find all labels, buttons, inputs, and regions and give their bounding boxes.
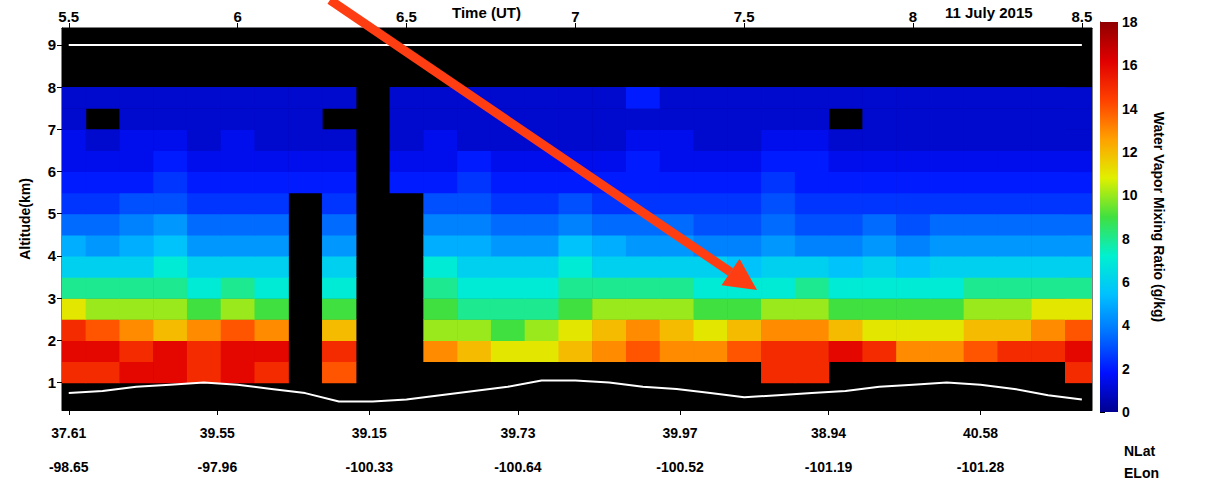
svg-text:ELon: ELon: [1124, 465, 1159, 481]
svg-text:8.5: 8.5: [1071, 8, 1092, 25]
svg-text:11 July 2015: 11 July 2015: [945, 4, 1033, 21]
svg-text:39.55: 39.55: [200, 425, 235, 441]
svg-text:-101.19: -101.19: [805, 459, 853, 475]
svg-text:7: 7: [571, 8, 579, 25]
svg-text:-100.33: -100.33: [346, 459, 394, 475]
svg-text:12: 12: [1122, 144, 1138, 160]
svg-text:0: 0: [1122, 404, 1130, 420]
svg-text:39.15: 39.15: [352, 425, 387, 441]
svg-text:18: 18: [1122, 14, 1138, 30]
svg-text:14: 14: [1122, 101, 1138, 117]
svg-text:4: 4: [48, 247, 57, 264]
svg-text:1: 1: [48, 374, 56, 391]
svg-text:2: 2: [48, 332, 56, 349]
svg-text:-100.52: -100.52: [656, 459, 704, 475]
svg-text:38.94: 38.94: [811, 425, 846, 441]
svg-text:10: 10: [1122, 187, 1138, 203]
svg-text:-101.28: -101.28: [957, 459, 1005, 475]
svg-text:Water Vapor Mixing Ratio (g/kg: Water Vapor Mixing Ratio (g/kg): [1151, 112, 1167, 322]
svg-text:Altitude(km): Altitude(km): [17, 178, 33, 260]
svg-text:5: 5: [48, 205, 56, 222]
svg-text:40.58: 40.58: [963, 425, 998, 441]
svg-text:8: 8: [909, 8, 917, 25]
svg-text:6: 6: [233, 8, 241, 25]
svg-text:16: 16: [1122, 57, 1138, 73]
svg-text:8: 8: [1122, 231, 1130, 247]
svg-text:-100.64: -100.64: [494, 459, 542, 475]
svg-text:-97.96: -97.96: [197, 459, 237, 475]
svg-text:NLat: NLat: [1124, 443, 1155, 459]
svg-text:39.97: 39.97: [662, 425, 697, 441]
svg-text:6.5: 6.5: [396, 8, 417, 25]
svg-text:Time (UT): Time (UT): [452, 4, 521, 21]
svg-text:9: 9: [48, 36, 56, 53]
svg-text:4: 4: [1122, 317, 1130, 333]
svg-text:7: 7: [48, 121, 56, 138]
svg-text:-98.65: -98.65: [49, 459, 89, 475]
svg-text:6: 6: [48, 163, 56, 180]
svg-text:39.73: 39.73: [500, 425, 535, 441]
svg-text:37.61: 37.61: [51, 425, 86, 441]
svg-text:2: 2: [1122, 361, 1130, 377]
svg-text:6: 6: [1122, 274, 1130, 290]
svg-text:5.5: 5.5: [58, 8, 79, 25]
svg-text:3: 3: [48, 290, 56, 307]
svg-text:8: 8: [48, 79, 56, 96]
svg-text:7.5: 7.5: [734, 8, 755, 25]
